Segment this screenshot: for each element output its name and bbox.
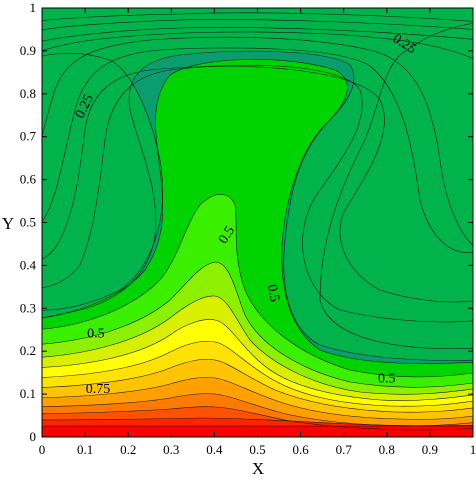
contour-line: [42, 36, 473, 246]
x-tick-label: 0.7: [336, 442, 353, 457]
y-tick-label: 0.4: [20, 257, 37, 272]
x-tick-label: 0.2: [120, 442, 136, 457]
contour-line: [42, 406, 473, 431]
contour-line: [42, 64, 473, 323]
contour-label: 0.5: [264, 283, 282, 303]
x-tick-label: 0.3: [163, 442, 179, 457]
contour-line: [42, 27, 473, 42]
y-tick-label: 0.2: [20, 343, 36, 358]
x-tick-label: 0.1: [77, 442, 93, 457]
x-axis: 0 0.1 0.2 0.3 0.4 0.5 0.6 0.7 0.8 0.9 1: [39, 8, 476, 457]
contour-bands: [42, 8, 473, 437]
contour-labels: 0.250.250.50.50.50.50.75: [73, 31, 419, 397]
contour-line: [42, 417, 473, 426]
y-tick-label: 0.8: [20, 86, 36, 101]
x-tick-label: 0.4: [206, 442, 223, 457]
x-tick-label: 0: [39, 442, 46, 457]
x-tick-label: 0.8: [379, 442, 395, 457]
contour-line: [42, 31, 473, 59]
y-tick-label: 1: [30, 0, 37, 15]
contour-line: [42, 59, 473, 364]
contour-line: [42, 358, 473, 413]
contour-line: [42, 19, 473, 31]
y-tick-label: 0.5: [20, 215, 36, 230]
contour-lines: [42, 12, 473, 431]
y-tick-label: 0.9: [20, 43, 36, 58]
contour-line: [42, 194, 473, 378]
contour-line: [42, 425, 473, 427]
contour-line: [42, 65, 473, 303]
contour-line: [42, 319, 473, 401]
y-tick-label: 0.7: [20, 129, 37, 144]
contour-label: 0.75: [86, 382, 111, 397]
contour-line: [42, 12, 473, 22]
y-tick-label: 0.6: [20, 172, 37, 187]
contour-line: [42, 376, 473, 420]
contour-line: [42, 50, 473, 361]
x-tick-label: 0.9: [422, 442, 438, 457]
y-tick-label: 0: [30, 429, 37, 444]
y-tick-label: 0.1: [20, 386, 36, 401]
y-axis: 0 0.1 0.2 0.3 0.4 0.5 0.6 0.7 0.8 0.9 1: [20, 0, 473, 444]
x-tick-label: 0.6: [292, 442, 309, 457]
contour-line: [42, 47, 473, 253]
contour-line: [42, 295, 473, 395]
contour-line: [42, 22, 473, 349]
x-tick-label: 0.5: [249, 442, 265, 457]
contour-label: 0.5: [87, 326, 105, 341]
contour-line: [42, 261, 473, 388]
contour-line: [42, 341, 473, 407]
x-tick-label: 1: [470, 442, 476, 457]
contour-band: [42, 426, 473, 437]
y-tick-label: 0.3: [20, 300, 36, 315]
contour-label: 0.5: [378, 371, 396, 386]
contour-band: [42, 8, 473, 361]
x-axis-title: X: [252, 459, 264, 478]
y-axis-title: Y: [2, 214, 14, 233]
